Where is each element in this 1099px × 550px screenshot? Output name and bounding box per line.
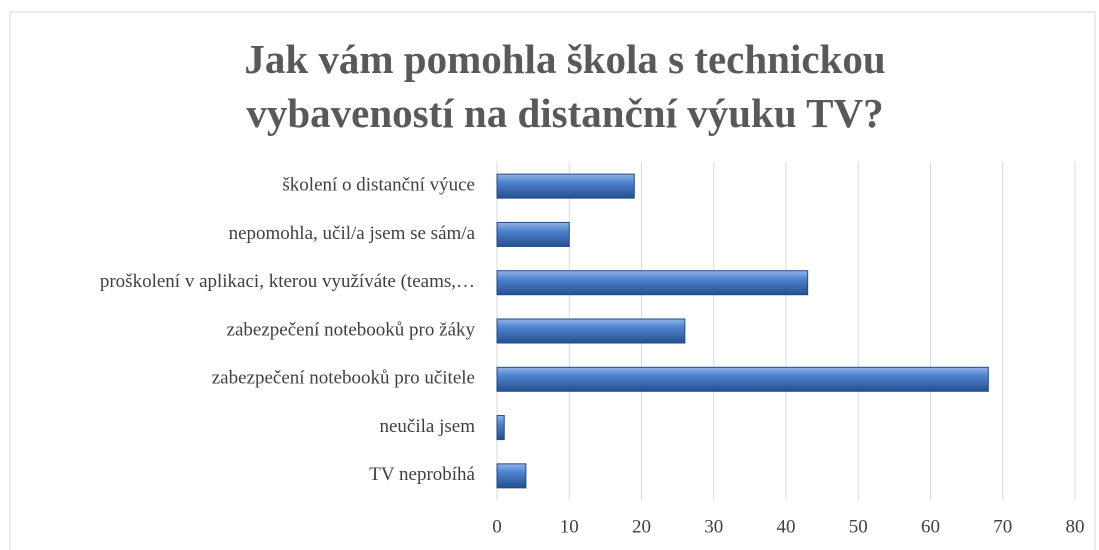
x-tick-label: 20	[632, 516, 651, 537]
bar	[496, 318, 686, 344]
bar	[496, 366, 989, 392]
x-tick-label: 80	[1066, 516, 1085, 537]
y-tick-label: zabezpečení notebooků pro žáky	[227, 319, 476, 340]
x-tick-label: 60	[921, 516, 940, 537]
bar	[496, 173, 635, 199]
bar	[496, 415, 505, 441]
bar	[496, 463, 527, 489]
bar	[496, 221, 570, 247]
y-tick-label: nepomohla, učil/a jsem se sám/a	[229, 223, 476, 244]
x-tick-label: 50	[849, 516, 868, 537]
y-tick-label: školení o distanční výuce	[282, 175, 475, 196]
chart-frame	[9, 11, 1096, 550]
x-tick-label: 0	[492, 516, 502, 537]
x-tick-label: 10	[560, 516, 579, 537]
x-tick-label: 70	[993, 516, 1012, 537]
x-tick-label: 30	[704, 516, 723, 537]
y-tick-label: proškolení v aplikaci, kterou využíváte …	[100, 271, 475, 292]
chart-title: Jak vám pomohla škola s technickou vybav…	[244, 36, 886, 136]
x-tick-label: 40	[777, 516, 796, 537]
y-tick-label: TV neprobíhá	[369, 464, 475, 485]
bar	[496, 270, 809, 296]
y-tick-label: zabezpečení notebooků pro učitele	[212, 368, 475, 389]
y-tick-label: neučila jsem	[380, 416, 476, 437]
